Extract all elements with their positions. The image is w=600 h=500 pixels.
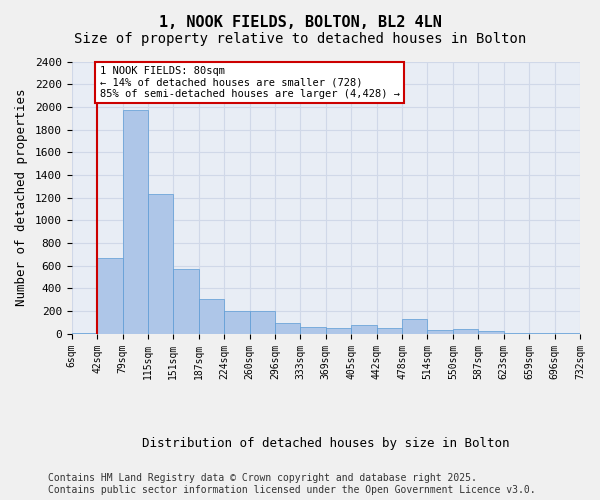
Bar — [504, 332, 529, 334]
Bar — [97, 258, 122, 334]
Bar — [224, 311, 250, 334]
Text: Contains HM Land Registry data © Crown copyright and database right 2025.
Contai: Contains HM Land Registry data © Crown c… — [48, 474, 536, 495]
Bar — [351, 324, 377, 334]
Bar — [199, 298, 224, 334]
Bar — [326, 328, 351, 334]
Bar — [377, 328, 402, 334]
Bar — [275, 324, 301, 334]
Bar — [301, 327, 326, 334]
Bar — [148, 194, 173, 334]
Bar — [173, 269, 199, 334]
Bar — [453, 329, 478, 334]
Text: Size of property relative to detached houses in Bolton: Size of property relative to detached ho… — [74, 32, 526, 46]
Bar — [478, 332, 504, 334]
Bar — [402, 319, 427, 334]
Bar — [529, 333, 554, 334]
Text: 1 NOOK FIELDS: 80sqm
← 14% of detached houses are smaller (728)
85% of semi-deta: 1 NOOK FIELDS: 80sqm ← 14% of detached h… — [100, 66, 400, 99]
Bar — [427, 330, 453, 334]
Text: 1, NOOK FIELDS, BOLTON, BL2 4LN: 1, NOOK FIELDS, BOLTON, BL2 4LN — [158, 15, 442, 30]
Bar — [122, 110, 148, 334]
Y-axis label: Number of detached properties: Number of detached properties — [15, 89, 28, 306]
Bar — [250, 311, 275, 334]
Bar — [71, 333, 97, 334]
X-axis label: Distribution of detached houses by size in Bolton: Distribution of detached houses by size … — [142, 437, 509, 450]
